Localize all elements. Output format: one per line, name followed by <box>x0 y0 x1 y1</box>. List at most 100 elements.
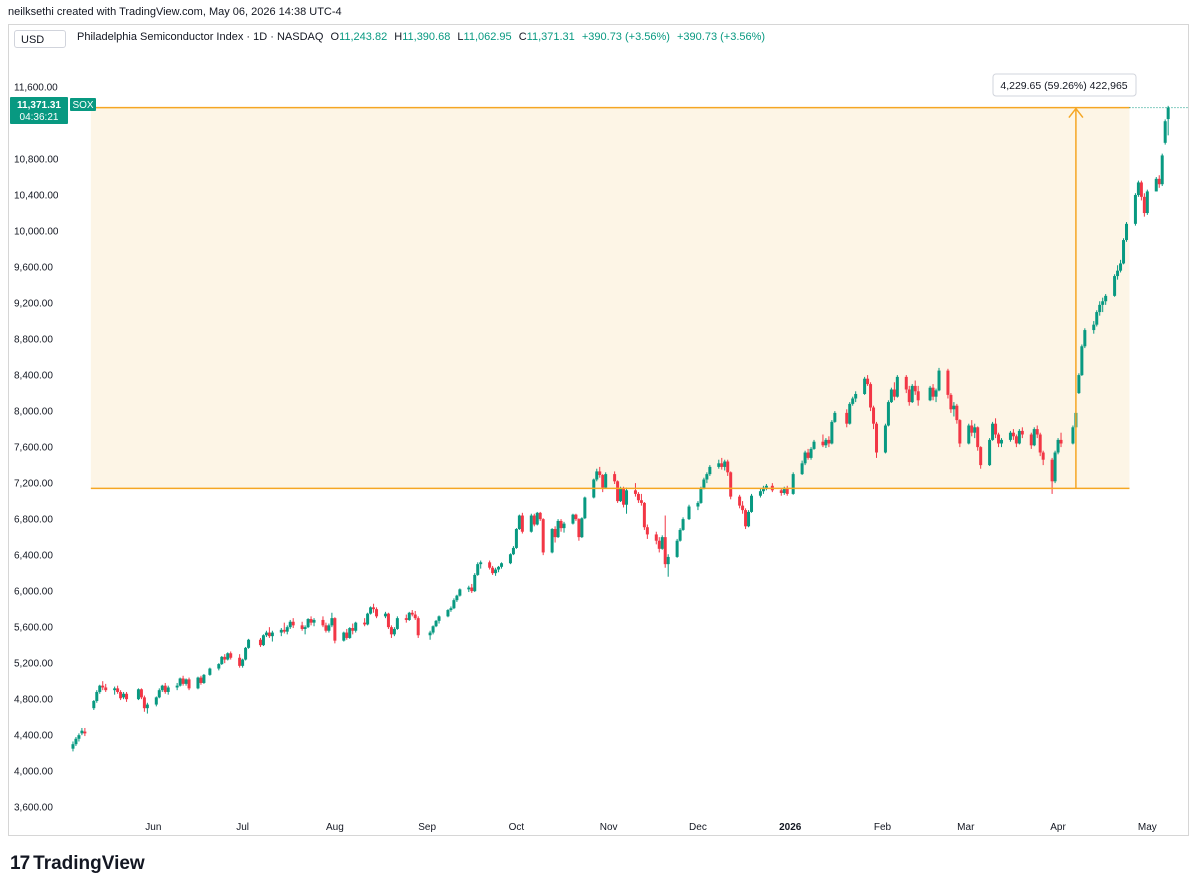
measure-label-bg <box>992 73 1137 97</box>
candle <box>723 459 727 471</box>
candle-body <box>657 540 661 549</box>
candle-body <box>220 656 224 665</box>
candle-body <box>223 656 227 660</box>
candle-body <box>979 447 983 466</box>
price-tick-label: 5,200.00 <box>14 659 53 670</box>
candle <box>705 472 709 484</box>
candle-body <box>122 693 126 698</box>
candle-body <box>1038 434 1042 453</box>
candle-body <box>1157 178 1161 185</box>
candle-body <box>238 657 242 666</box>
candle-body <box>241 659 245 666</box>
candle-body <box>354 622 358 631</box>
candle <box>663 515 667 568</box>
candle <box>863 376 867 395</box>
candle-body <box>366 613 370 625</box>
candle-body <box>559 520 563 529</box>
price-axis: 3,600.00 4,000.00 4,400.00 4,800.00 5,200.00… <box>14 83 59 814</box>
candle-body <box>449 608 453 611</box>
candle <box>750 493 754 513</box>
candle <box>92 700 96 710</box>
symbol-legend: Philadelphia Semiconductor Index · 1D · … <box>77 31 765 43</box>
candle <box>931 384 935 401</box>
candle <box>1014 434 1018 448</box>
symbol-name[interactable]: Philadelphia Semiconductor Index <box>77 31 244 43</box>
candle-body <box>154 697 158 705</box>
candle-body <box>907 389 911 403</box>
candle <box>279 628 283 637</box>
candle-body <box>452 600 456 609</box>
candle <box>434 619 438 628</box>
candle-body <box>217 664 221 669</box>
candle <box>511 546 515 556</box>
time-tick-label: Mar <box>957 822 975 833</box>
candle-body <box>208 668 212 675</box>
measure-tool <box>90 106 1189 490</box>
candle <box>997 432 1001 448</box>
candle-body <box>883 425 887 453</box>
candle <box>571 513 575 525</box>
candle-body <box>1059 439 1063 444</box>
candle-body <box>782 488 786 494</box>
legend-separator-dot: · <box>246 31 254 43</box>
candle-body <box>889 389 893 403</box>
candle-body <box>386 613 390 628</box>
candle <box>726 459 730 476</box>
candle-body <box>404 618 408 620</box>
candle-body <box>1035 429 1039 435</box>
measure-label: 4,229.65 (59.26%) 422,965 <box>992 73 1137 97</box>
candle-body <box>916 391 920 401</box>
candle-body <box>1122 240 1126 264</box>
candle <box>1059 432 1063 448</box>
candle <box>416 616 420 638</box>
candle <box>1098 301 1102 316</box>
candle <box>854 391 858 403</box>
candle-body <box>488 562 492 568</box>
close-value: 11,371.31 <box>526 31 575 43</box>
candle-body <box>1014 436 1018 444</box>
candle <box>467 585 471 593</box>
candle <box>241 658 245 668</box>
high-label: H <box>394 31 403 43</box>
candle-body <box>553 529 557 538</box>
candle-body <box>613 474 617 482</box>
candle-body <box>681 519 685 530</box>
candle <box>1092 321 1096 334</box>
candle <box>991 421 995 441</box>
candle-body <box>348 628 352 638</box>
candle <box>532 513 536 527</box>
candle <box>904 375 908 394</box>
candle-body <box>333 618 337 641</box>
candle-body <box>973 427 977 433</box>
candle <box>267 627 271 638</box>
time-tick-label: Oct <box>509 822 525 833</box>
candle <box>821 434 825 448</box>
candle <box>916 385 920 406</box>
candle <box>595 468 599 482</box>
candle <box>800 460 804 476</box>
candle-body <box>74 738 78 745</box>
candle <box>520 512 524 534</box>
candle-body <box>407 612 411 620</box>
candle-body <box>199 677 203 683</box>
candle <box>473 573 477 593</box>
currency-selector[interactable]: USD <box>14 30 66 48</box>
candle-body <box>98 685 102 692</box>
candle-body <box>958 420 962 444</box>
measure-label-text: 4,229.65 (59.26%) 422,965 <box>1000 80 1127 92</box>
chart-frame[interactable] <box>8 24 1189 836</box>
candle <box>285 625 289 635</box>
tradingview-logo[interactable]: 17 TradingView <box>10 853 145 875</box>
candle-body <box>696 502 700 507</box>
candle-body <box>363 622 367 625</box>
price-tick-label: 6,400.00 <box>14 551 53 562</box>
candle <box>622 486 626 508</box>
candle-body <box>145 704 149 709</box>
candle-body <box>321 619 325 626</box>
candle <box>312 618 316 627</box>
candle-body <box>955 405 959 421</box>
candle <box>333 617 337 644</box>
candle-body <box>571 514 575 524</box>
candle-body <box>202 674 206 683</box>
